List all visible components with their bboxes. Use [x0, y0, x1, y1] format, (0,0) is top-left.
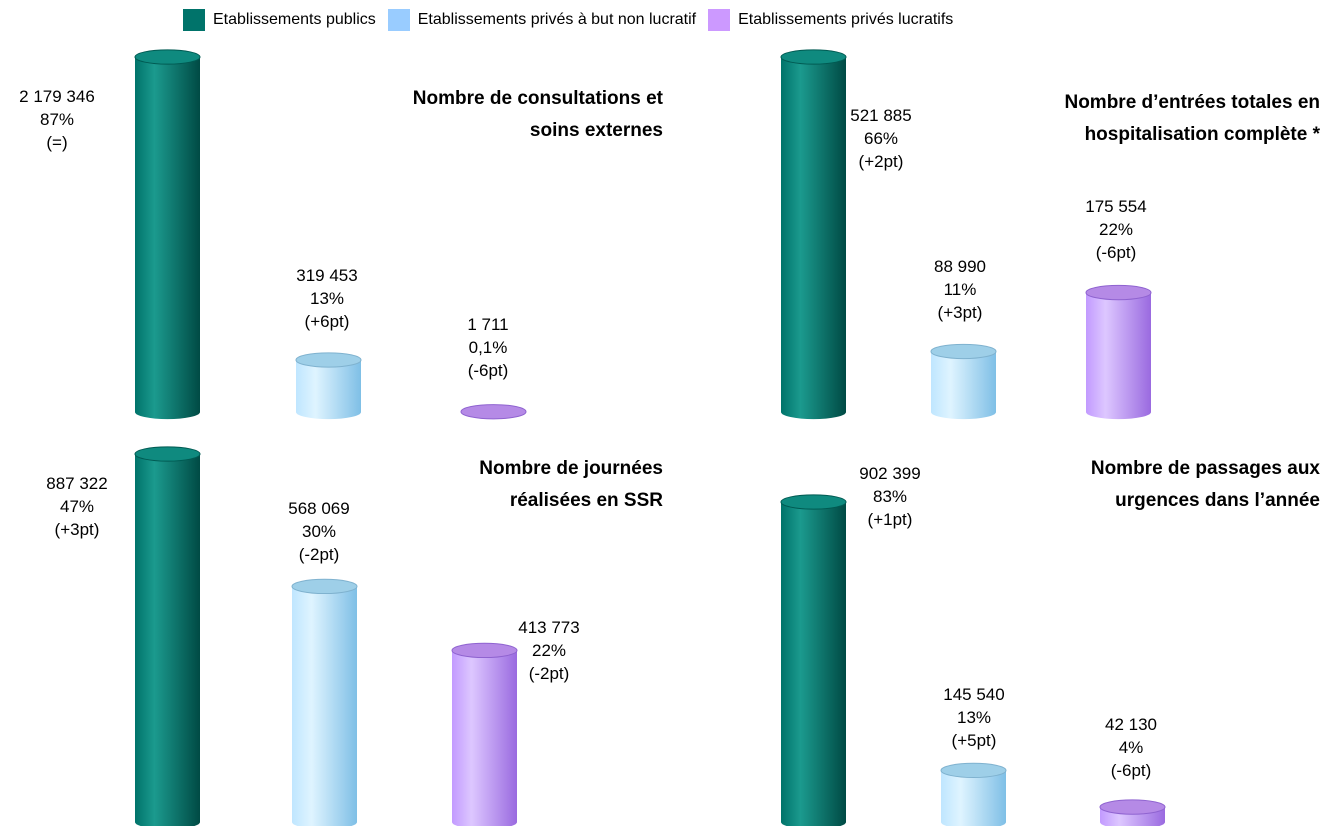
bar-consultations-1 — [134, 49, 201, 420]
legend-item-public: Etablissements publics — [183, 9, 376, 31]
panel-title-line: Nombre de passages aux — [1091, 458, 1321, 479]
data-label: 47% — [60, 497, 94, 516]
data-label: 2 179 346 — [19, 87, 95, 106]
bar-body — [135, 57, 200, 420]
bar-passages-urgences-3 — [1099, 799, 1166, 826]
bar-body — [452, 650, 517, 826]
chart-panel-journees-ssr: Nombre de journées réalisées en SSR 887 32… — [46, 446, 663, 826]
data-label: (+5pt) — [952, 731, 997, 750]
chart-panel-passages-urgences: Nombre de passages aux urgences dans l’an… — [780, 458, 1321, 826]
data-label: 88 990 — [934, 257, 986, 276]
panel-title-line: hospitalisation complète * — [1085, 124, 1321, 145]
legend-swatch-public — [183, 9, 205, 31]
legend-swatch-nonprofit — [387, 9, 410, 31]
bar-entrees-1 — [780, 49, 847, 420]
data-label: 66% — [864, 129, 898, 148]
panel-title-line: Nombre de journées — [479, 458, 663, 479]
bar-body — [296, 359, 361, 420]
data-label: 11% — [944, 280, 977, 299]
bar-journees-ssr-3 — [451, 642, 518, 826]
bar-consultations-3 — [460, 404, 527, 420]
data-label: (+3pt) — [55, 520, 100, 539]
data-label: (+1pt) — [868, 510, 913, 529]
panel-title-line: urgences dans l’année — [1115, 490, 1320, 511]
chart-panel-consultations: Nombre de consultations et soins externes… — [19, 49, 664, 420]
data-label: 13% — [957, 708, 991, 727]
bar-top — [291, 578, 358, 595]
bar-journees-ssr-1 — [134, 446, 201, 826]
bar-top — [780, 49, 847, 65]
bar-top — [295, 352, 362, 368]
data-label: (-2pt) — [529, 664, 570, 683]
data-label: 22% — [1099, 220, 1133, 239]
bar-body — [781, 57, 846, 420]
data-label: 22% — [532, 641, 566, 660]
legend-item-nonprofit: Etablissements privés à but non lucratif — [387, 9, 697, 31]
data-label: (-2pt) — [299, 545, 340, 564]
bar-body — [941, 770, 1006, 826]
data-label: 30% — [302, 522, 336, 541]
bar-top — [451, 642, 518, 659]
data-label: 521 885 — [850, 106, 911, 125]
bar-top — [940, 762, 1007, 779]
bar-top — [134, 446, 201, 462]
data-label: (-6pt) — [1096, 243, 1137, 262]
panel-title-line: Nombre d’entrées totales en — [1064, 92, 1320, 113]
bar-passages-urgences-2 — [940, 762, 1007, 826]
bar-entrees-2 — [930, 343, 997, 420]
data-label: 175 554 — [1085, 197, 1146, 216]
legend-label-public: Etablissements publics — [213, 11, 376, 28]
bar-top — [134, 49, 201, 65]
legend-item-forprofit: Etablissements privés lucratifs — [708, 9, 953, 31]
bar-top — [1085, 284, 1152, 301]
data-label: 87% — [40, 110, 74, 129]
bar-top — [1099, 799, 1166, 815]
bar-body — [781, 502, 846, 826]
bar-body — [931, 351, 996, 420]
legend: Etablissements publics Etablissements pr… — [183, 6, 965, 34]
data-label: (-6pt) — [468, 361, 509, 380]
legend-label-nonprofit: Etablissements privés à but non lucratif — [417, 11, 697, 28]
data-label: (+6pt) — [305, 312, 350, 331]
data-label: 83% — [873, 487, 907, 506]
panel-title-line: soins externes — [530, 120, 663, 141]
bar-top — [930, 343, 997, 360]
data-label: (+2pt) — [859, 152, 904, 171]
data-label: (=) — [46, 133, 67, 152]
bar-entrees-3 — [1085, 284, 1152, 420]
bar-passages-urgences-1 — [780, 494, 847, 826]
panel-title-line: Nombre de consultations et — [413, 88, 664, 109]
data-label: 902 399 — [859, 464, 920, 483]
legend-swatch-forprofit — [708, 9, 731, 31]
data-label: 413 773 — [518, 618, 579, 637]
bar-consultations-2 — [295, 352, 362, 420]
bar-body — [1086, 292, 1151, 420]
bar-body — [135, 454, 200, 826]
data-label: (+3pt) — [938, 303, 983, 322]
data-label: 4% — [1119, 738, 1144, 757]
chart-panel-entrees: Nombre d’entrées totales en hospitalisati… — [780, 49, 1321, 420]
data-label: 887 322 — [46, 474, 107, 493]
bar-top — [460, 404, 527, 420]
data-label: 13% — [310, 289, 344, 308]
panel-title-line: réalisées en SSR — [510, 490, 663, 511]
data-label: (-6pt) — [1111, 761, 1152, 780]
data-label: 319 453 — [296, 266, 357, 285]
data-label: 145 540 — [943, 685, 1004, 704]
bar-body — [292, 586, 357, 826]
bar-top — [780, 494, 847, 510]
data-label: 42 130 — [1105, 715, 1157, 734]
data-label: 0,1% — [469, 338, 508, 357]
data-label: 568 069 — [288, 499, 349, 518]
data-label: 1 711 — [467, 315, 508, 334]
bar-journees-ssr-2 — [291, 578, 358, 826]
legend-label-forprofit: Etablissements privés lucratifs — [738, 11, 954, 28]
